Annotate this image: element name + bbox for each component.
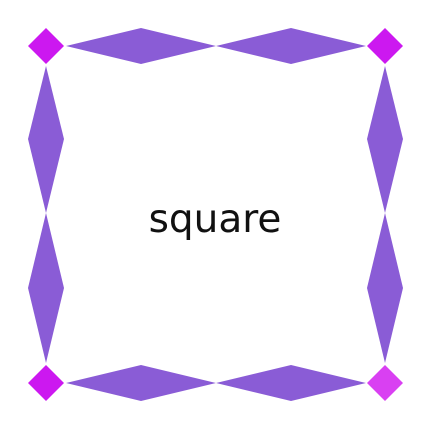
bottom-left-edge-segment xyxy=(66,365,216,401)
bottom-right-corner-node xyxy=(367,365,403,401)
edge-segments xyxy=(28,28,403,401)
center-label: square xyxy=(148,197,282,242)
bottom-right-edge-segment xyxy=(216,365,366,401)
right-bottom-edge-segment xyxy=(367,213,403,363)
top-left-edge-segment xyxy=(66,28,216,64)
corner-nodes xyxy=(28,28,403,401)
right-top-edge-segment xyxy=(367,66,403,213)
top-right-corner-node xyxy=(367,28,403,64)
top-right-edge-segment xyxy=(216,28,366,64)
left-top-edge-segment xyxy=(28,66,64,213)
bottom-left-corner-node xyxy=(28,365,64,401)
top-left-corner-node xyxy=(28,28,64,64)
left-bottom-edge-segment xyxy=(28,213,64,363)
